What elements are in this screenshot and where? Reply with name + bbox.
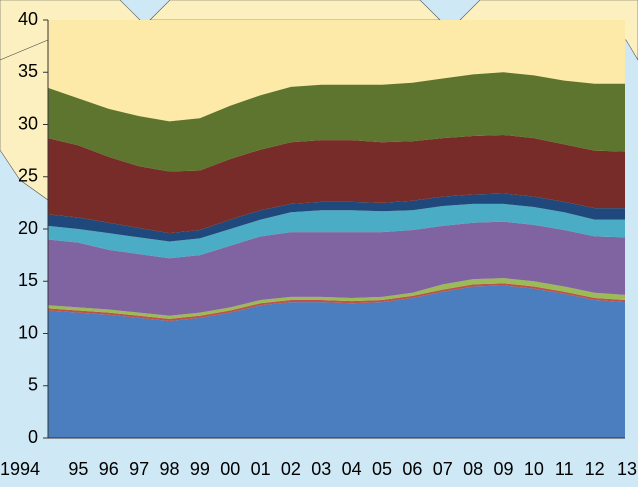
y-tick-label: 15 (18, 270, 38, 290)
y-tick-label: 30 (18, 113, 38, 133)
area (48, 193, 625, 242)
x-tick-label: 09 (494, 459, 514, 479)
area (48, 203, 625, 259)
x-tick-label: 03 (311, 459, 331, 479)
y-tick-label: 25 (18, 166, 38, 186)
y-tick-label: 35 (18, 61, 38, 81)
y-tick-label: 0 (28, 427, 38, 447)
y-tick-label: 40 (18, 9, 38, 29)
x-tick-label: 1994 (0, 459, 40, 479)
x-tick-label: 99 (190, 459, 210, 479)
x-tick-label: 12 (585, 459, 605, 479)
area (48, 72, 625, 172)
x-tick-label: 11 (555, 459, 574, 479)
area (48, 283, 625, 321)
area (48, 278, 625, 319)
x-tick-label: 96 (99, 459, 119, 479)
x-tick-label: 13 (617, 459, 637, 479)
x-tick-label: 07 (433, 459, 453, 479)
x-tick-label: 04 (342, 459, 362, 479)
x-tick-label: 02 (281, 459, 301, 479)
map-land (0, 39, 49, 201)
x-tick-label: 08 (463, 459, 483, 479)
x-tick-label: 97 (129, 459, 149, 479)
x-tick-label: 95 (68, 459, 88, 479)
area (48, 134, 625, 234)
x-tick-label: 05 (372, 459, 392, 479)
area (48, 285, 625, 438)
y-tick-label: 20 (18, 218, 38, 238)
x-tick-label: 98 (159, 459, 179, 479)
x-tick-label: 00 (220, 459, 240, 479)
y-tick-label: 5 (28, 375, 38, 395)
x-tick-label: 10 (524, 459, 544, 479)
x-tick-label: 01 (251, 459, 271, 479)
map-land (149, 0, 441, 21)
area (48, 221, 625, 316)
y-tick-label: 10 (18, 322, 38, 342)
x-tick-label: 06 (402, 459, 422, 479)
